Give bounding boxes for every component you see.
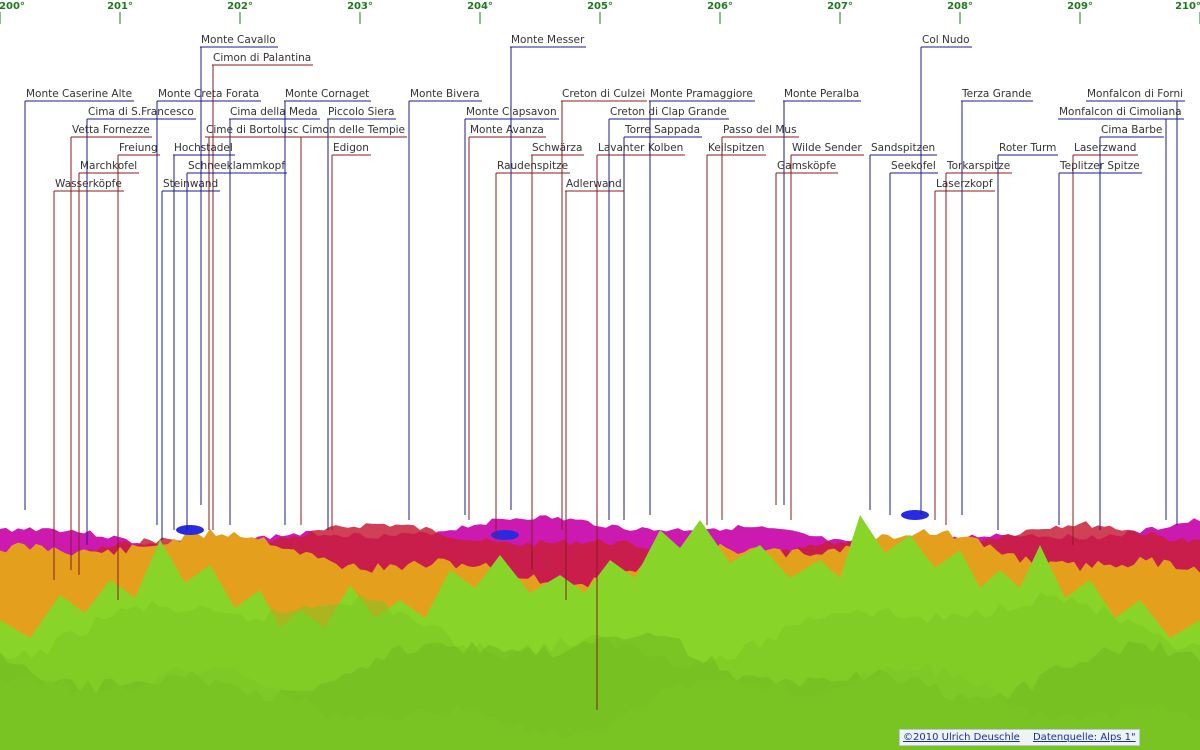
azimuth-tick-label: 208° [947, 1, 973, 12]
peak-label[interactable]: Teplitzer Spitze [1060, 160, 1140, 172]
peak-label[interactable]: Steinwand [163, 178, 219, 190]
peak-label[interactable]: Monte Avanza [470, 124, 544, 136]
terrain-blue-patch [901, 510, 929, 520]
peak-label[interactable]: Passo del Mus [723, 124, 797, 136]
peak-label[interactable]: Edigon [333, 142, 369, 154]
terrain-layer [0, 510, 1200, 750]
peak-label[interactable]: Wilde Sender [792, 142, 862, 154]
peak-label[interactable]: Monfalcon di Cimoliana [1059, 106, 1182, 118]
peak-label[interactable]: Col Nudo [922, 34, 970, 46]
peak-label[interactable]: Creton di Culzei [562, 88, 646, 100]
peak-label[interactable]: Monte Peralba [784, 88, 860, 100]
peak-label[interactable]: Schwärza [532, 142, 583, 154]
azimuth-tick-label: 202° [227, 1, 253, 12]
azimuth-tick-label: 206° [707, 1, 733, 12]
peak-label[interactable]: Cimon di Palantina [213, 52, 312, 64]
leader-lines [0, 12, 1200, 710]
peak-label[interactable]: Laserzkopf [936, 178, 993, 190]
peak-label[interactable]: Laserzwand [1074, 142, 1137, 154]
peak-label[interactable]: Vetta Fornezze [72, 124, 150, 136]
azimuth-tick-label: 204° [467, 1, 493, 12]
copyright-link[interactable]: ©2010 Ulrich Deuschle [903, 732, 1020, 743]
peak-label[interactable]: Cime di Bortolusc [206, 124, 299, 136]
peak-label[interactable]: Piccolo Siera [328, 106, 395, 118]
peak-label[interactable]: Terza Grande [962, 88, 1032, 100]
peak-label[interactable]: Monte Pramaggiore [650, 88, 753, 100]
peak-label[interactable]: Hochstadel [174, 142, 233, 154]
peak-label[interactable]: Torkarspitze [947, 160, 1011, 172]
peak-label[interactable]: Torre Sappada [625, 124, 701, 136]
azimuth-tick-label: 205° [587, 1, 613, 12]
peak-label[interactable]: Cimon delle Tempie [302, 124, 406, 136]
azimuth-tick-label: 210° [1175, 1, 1200, 12]
data-source-link[interactable]: Datenquelle: Alps 1" [1032, 732, 1136, 743]
peak-label[interactable]: Keilspitzen [708, 142, 765, 154]
azimuth-tick-label: 203° [347, 1, 373, 12]
peak-label[interactable]: Monte Bivera [410, 88, 480, 100]
terrain-blue-patch [176, 525, 204, 535]
peak-label[interactable]: Monte Messer [511, 34, 585, 46]
peak-label[interactable]: Marchkofel [80, 160, 138, 172]
peak-label[interactable]: Lavanter Kolben [598, 142, 684, 154]
azimuth-tick-label: 207° [827, 1, 853, 12]
peak-label[interactable]: Freiung [119, 142, 158, 154]
azimuth-tick-label: 200° [0, 1, 25, 12]
peak-label[interactable]: Cima Barbe [1101, 124, 1163, 136]
peak-label[interactable]: Monte Cornaget [285, 88, 370, 100]
peak-label[interactable]: Monte Creta Forata [158, 88, 260, 100]
peak-label[interactable]: Monte Cavallo [201, 34, 276, 46]
peak-label[interactable]: Sandspitzen [871, 142, 936, 154]
peak-label[interactable]: Monfalcon di Forni [1087, 88, 1184, 100]
peak-label[interactable]: Monte Caserine Alte [26, 88, 133, 100]
peak-label[interactable]: Gamsköpfe [777, 160, 837, 172]
peak-label[interactable]: Seekofel [891, 160, 936, 172]
terrain-blue-patch [491, 530, 519, 540]
peak-label[interactable]: Monte Clapsavon [466, 106, 557, 118]
peak-label[interactable]: Cima di S.Francesco [88, 106, 194, 118]
terrain-shading [0, 663, 1200, 750]
peak-label[interactable]: Schneeklammkopf [188, 160, 286, 172]
peak-label[interactable]: Wasserköpfe [55, 178, 122, 190]
peak-label[interactable]: Adlerwand [566, 178, 622, 190]
footer-credits: ©2010 Ulrich Deuschle Datenquelle: Alps … [899, 729, 1140, 746]
peak-label[interactable]: Roter Turm [999, 142, 1057, 154]
peak-label[interactable]: Creton di Clap Grande [610, 106, 727, 118]
peak-label[interactable]: Raudenspitze [497, 160, 569, 172]
azimuth-tick-label: 201° [107, 1, 133, 12]
peak-label[interactable]: Cima della Meda [230, 106, 318, 118]
azimuth-tick-label: 209° [1067, 1, 1093, 12]
